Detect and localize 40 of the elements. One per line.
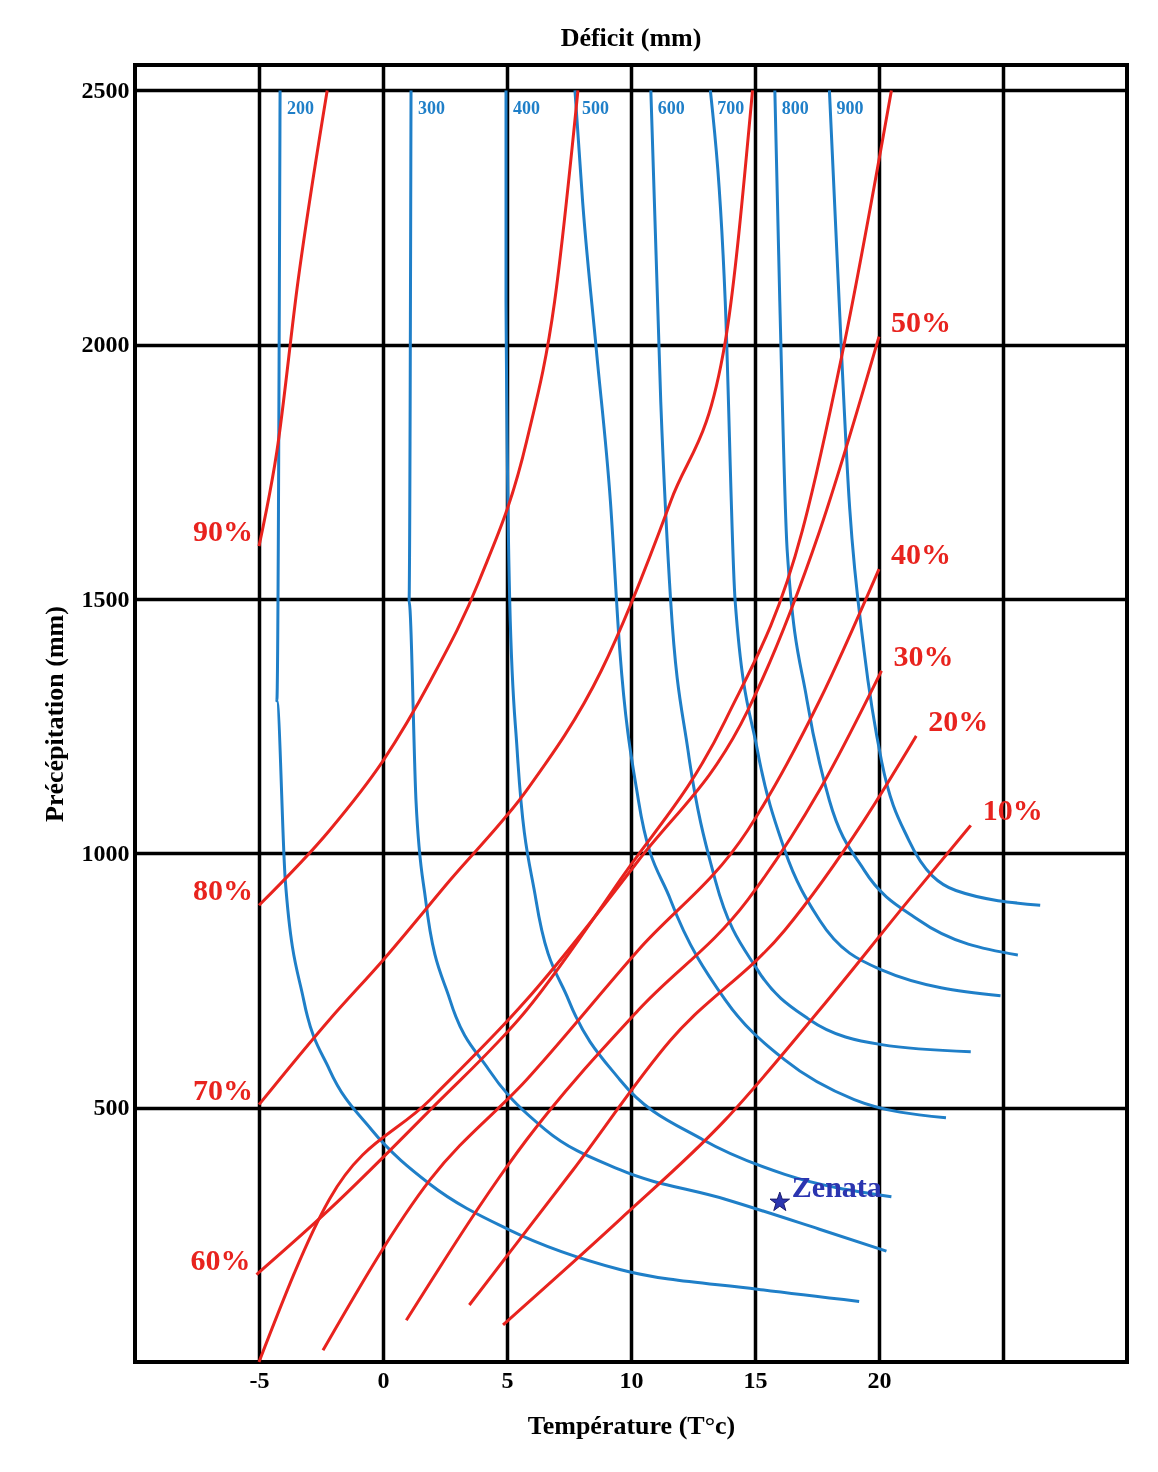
series-label: 600: [657, 98, 685, 119]
series-label: 90%: [193, 514, 253, 548]
series-label: 700: [717, 98, 745, 119]
y-tick-label: 2500: [81, 76, 130, 103]
x-tick-label: 0: [377, 1366, 390, 1393]
line-series: [467, 734, 918, 1307]
chart-title: Déficit (mm): [560, 23, 702, 52]
line-series: [257, 88, 329, 548]
series-label: 30%: [893, 638, 954, 672]
series-label: 300: [418, 98, 446, 119]
series-label: 400: [513, 98, 541, 119]
series-label: 900: [836, 98, 864, 119]
line-series: [407, 88, 888, 1253]
series-label: 200: [287, 98, 315, 119]
series-label: 800: [781, 98, 809, 119]
series-label: 20%: [928, 703, 989, 737]
series-label: 500: [581, 98, 609, 119]
x-tick-label: 10: [619, 1366, 644, 1393]
y-axis-title: Précépitation (mm): [39, 606, 69, 822]
x-tick-label: 20: [867, 1366, 892, 1393]
x-tick-label: 5: [501, 1366, 514, 1393]
series-label: 40%: [891, 537, 951, 571]
y-tick-label: 500: [93, 1094, 130, 1121]
series-label: 70%: [193, 1072, 253, 1106]
x-tick-label: 15: [743, 1366, 768, 1393]
line-series: [404, 669, 883, 1322]
line-series: [257, 88, 580, 907]
line-series: [321, 567, 881, 1352]
line-series: [504, 88, 893, 1199]
y-tick-label: 2000: [81, 331, 130, 358]
line-series: [501, 823, 973, 1327]
x-tick-label: -5: [249, 1366, 270, 1393]
series-label: 80%: [193, 873, 253, 907]
x-axis-title: Température (T°c): [527, 1410, 736, 1440]
series-label: 50%: [891, 304, 951, 338]
series-label: 60%: [190, 1242, 251, 1276]
line-series: [827, 88, 1042, 907]
line-series: [257, 88, 755, 1107]
y-tick-label: 1000: [81, 839, 130, 866]
y-tick-label: 1500: [81, 585, 130, 612]
